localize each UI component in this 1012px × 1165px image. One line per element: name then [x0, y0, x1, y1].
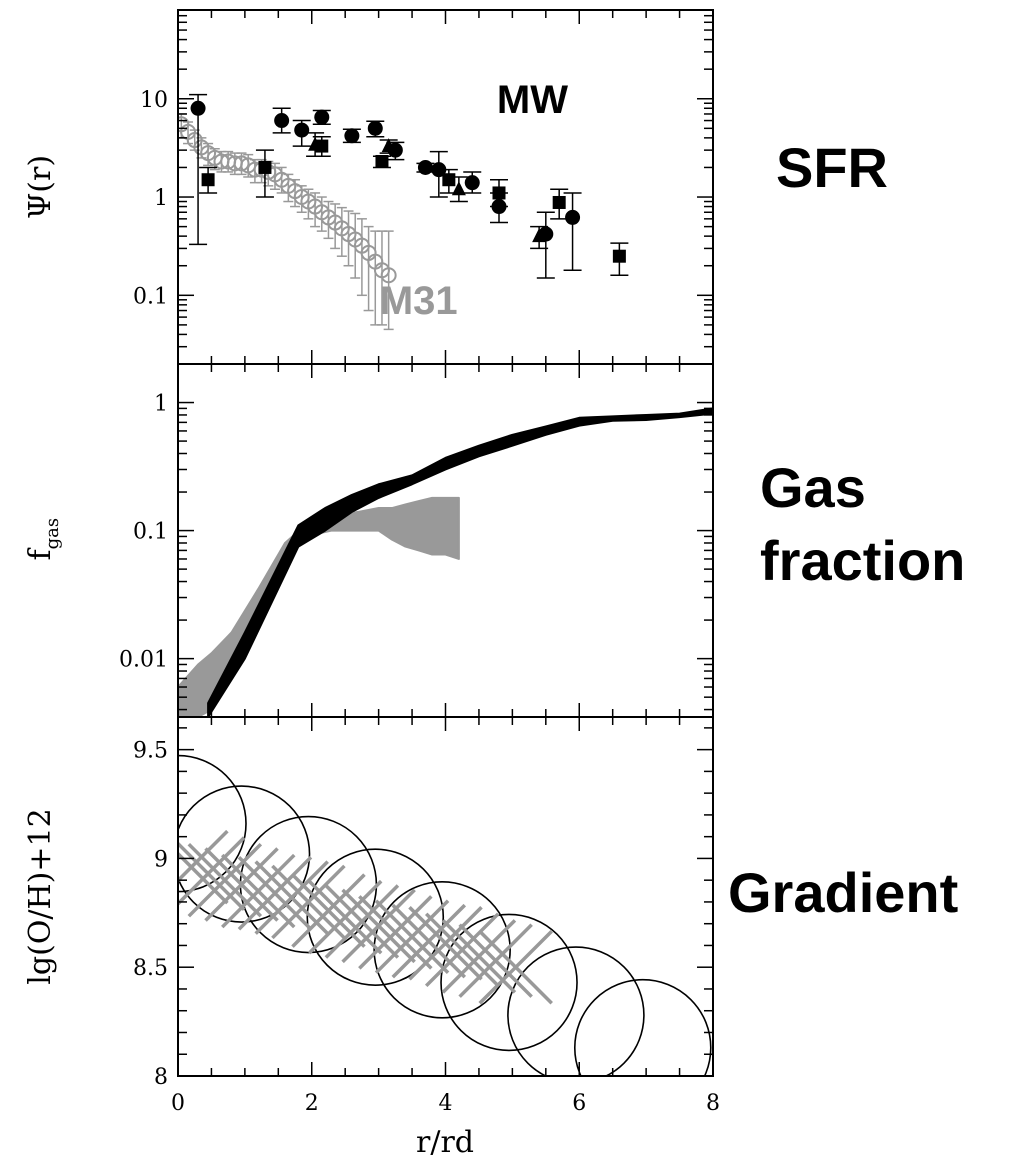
- plot-area: [178, 754, 712, 1076]
- y-axis-label: lg(O/H)+12: [23, 808, 58, 984]
- y-tick-label: 10: [140, 88, 168, 113]
- y-axis-label-sub: gas: [42, 518, 63, 550]
- mw-point-triangle: [381, 138, 396, 153]
- model-circle: [306, 848, 445, 986]
- side-label-gas: Gas: [760, 456, 866, 519]
- m31-errorbar: [383, 230, 394, 331]
- band-mw: [207, 407, 713, 717]
- mw-point-circle: [344, 128, 360, 144]
- plot-area: [178, 407, 713, 717]
- gradient-panel: 8 8.5 9 9.5 lg(O/H)+12 0 2 4 6 8: [23, 716, 720, 1116]
- y-axis-label: fgas: [23, 518, 63, 561]
- obs-cross: [358, 895, 433, 970]
- mw-point-square: [442, 173, 456, 187]
- m31-point: [233, 155, 250, 172]
- y-axis-label: Ψ(r): [23, 155, 58, 219]
- obs-cross: [221, 853, 296, 929]
- model-circle: [507, 946, 645, 1076]
- obs-cross: [341, 888, 416, 964]
- model-circle: [440, 913, 578, 1052]
- mw-point-square: [258, 160, 272, 174]
- mw-point-square: [375, 154, 389, 168]
- mw-point-circle: [190, 100, 206, 116]
- obs-cross: [237, 855, 313, 931]
- m31-point: [380, 267, 397, 284]
- obs-cross: [458, 923, 533, 998]
- obs-cross: [324, 884, 400, 959]
- x-tick-label: 2: [305, 1091, 319, 1116]
- y-tick-label: 9: [154, 847, 168, 872]
- model-circle: [178, 785, 311, 923]
- mw-point-circle: [274, 113, 290, 129]
- obs-cross: [291, 873, 366, 948]
- mw-point-circle: [538, 226, 554, 242]
- mw-point-circle: [491, 199, 507, 215]
- obs-cross: [204, 847, 279, 922]
- mw-point-square: [201, 173, 215, 187]
- obs-cross: [374, 899, 450, 974]
- mw-point-square: [315, 139, 329, 153]
- y-tick-label: 1: [154, 186, 168, 211]
- x-tick-label: 0: [171, 1091, 185, 1116]
- obs-cross: [307, 879, 383, 955]
- model-circle: [373, 881, 511, 1019]
- obs-cross: [391, 903, 467, 979]
- obs-cross: [187, 842, 263, 918]
- y-tick-label: 0.01: [119, 648, 168, 673]
- obs-cross: [271, 864, 346, 940]
- side-label-fraction: fraction: [760, 529, 965, 592]
- axes-frame: [177, 716, 714, 1077]
- model-circle: [178, 754, 247, 893]
- obs-cross: [178, 836, 246, 911]
- mw-errorbar: [563, 192, 582, 271]
- sfr-panel: 0.1 1 10 Ψ(r) MW M31: [23, 9, 714, 365]
- plot-area: [178, 93, 629, 331]
- y-tick-label: 9.5: [133, 739, 168, 764]
- mw-point-triangle: [451, 181, 466, 196]
- mw-point-circle: [565, 209, 581, 225]
- mw-errorbar: [536, 211, 555, 279]
- y-axis-label-main: f: [23, 548, 58, 561]
- x-tick-label: 8: [706, 1091, 720, 1116]
- side-label-gradient: Gradient: [728, 861, 958, 924]
- x-tick-label: 4: [439, 1091, 453, 1116]
- y-tick-label: 0.1: [133, 284, 168, 309]
- y-tick-label: 8: [154, 1065, 168, 1090]
- y-tick-label: 1: [154, 392, 168, 417]
- annotation-mw: MW: [497, 78, 568, 122]
- mw-point-circle: [367, 120, 383, 136]
- annotation-m31: M31: [380, 279, 458, 323]
- m31-errorbar: [363, 225, 374, 312]
- x-tick-label: 6: [572, 1091, 586, 1116]
- obs-cross: [478, 929, 553, 1005]
- mw-point-circle: [464, 175, 480, 191]
- mw-errorbar: [189, 93, 208, 246]
- obs-cross: [424, 912, 500, 988]
- y-tick-label: 8.5: [133, 956, 168, 981]
- mw-point-circle: [417, 159, 433, 175]
- gas-fraction-panel: 0.01 0.1 1 fgas: [23, 363, 714, 718]
- y-tick-label: 0.1: [133, 520, 168, 545]
- mw-point-square: [552, 195, 566, 209]
- x-axis-label: r/rd: [416, 1125, 474, 1160]
- mw-point-square: [612, 249, 626, 263]
- mw-point-circle: [294, 122, 310, 138]
- side-label-sfr: SFR: [776, 136, 888, 199]
- mw-point-circle: [314, 109, 330, 125]
- model-circle: [574, 978, 712, 1076]
